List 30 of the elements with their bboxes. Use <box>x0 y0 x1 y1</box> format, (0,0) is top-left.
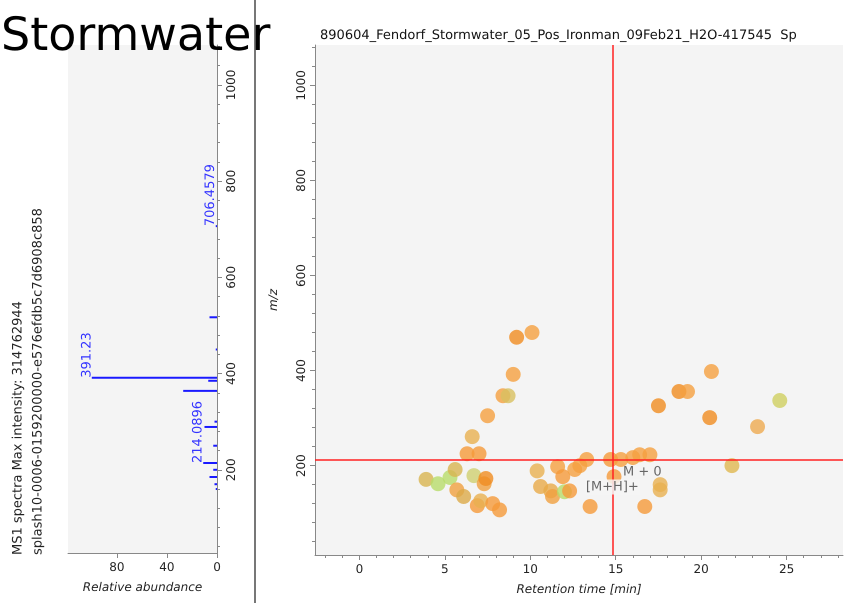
x-axis-title: Relative abundance <box>82 580 202 594</box>
chart-title: 890604_Fendorf_Stormwater_05_Pos_Ironman_09Feb21_H2O-417545 Sp <box>320 28 797 43</box>
y-axis-title: MS1 spectra Max intensity: 314762944 splash10-0006-0159200000-e576efdb5c7d6908c858 <box>10 208 46 555</box>
x-tick-label: 80 <box>109 560 124 574</box>
annotation: 391.23 <box>79 332 94 378</box>
annotation: M + 0 <box>622 464 662 480</box>
y-tick-label: 400 <box>294 359 308 382</box>
x-tick-label: 40 <box>159 560 175 574</box>
chart-title: Stormwater <box>1 7 270 61</box>
annotation: [M+H]+ <box>586 479 639 494</box>
y-tick-label: 600 <box>224 266 238 289</box>
annotation: 214.0896 <box>190 400 206 463</box>
y-tick-label: 800 <box>294 169 308 192</box>
annotation: 706.4579 <box>203 164 218 226</box>
y-tick-label: 800 <box>224 170 238 193</box>
y-tick-label: 1000 <box>224 70 238 100</box>
x-tick-label: 20 <box>694 562 709 576</box>
x-tick-label: 0 <box>213 560 221 574</box>
x-axis-title: Retention time [min] <box>516 582 642 596</box>
y-axis-title: m/z <box>266 288 280 312</box>
x-tick-label: 0 <box>356 562 364 576</box>
x-tick-label: 25 <box>778 562 794 576</box>
x-tick-label: 15 <box>608 562 624 576</box>
y-tick-label: 200 <box>224 458 238 482</box>
y-tick-label: 1000 <box>294 70 308 101</box>
y-tick-label: 400 <box>224 362 238 386</box>
x-tick-label: 10 <box>522 562 538 576</box>
y-tick-label: 200 <box>294 454 308 478</box>
x-tick-label: 5 <box>441 562 449 576</box>
y-tick-label: 600 <box>294 264 308 287</box>
